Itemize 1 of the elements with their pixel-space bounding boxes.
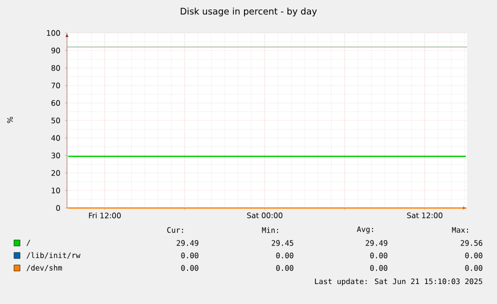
chart-title: Disk usage in percent - by day xyxy=(180,8,317,16)
